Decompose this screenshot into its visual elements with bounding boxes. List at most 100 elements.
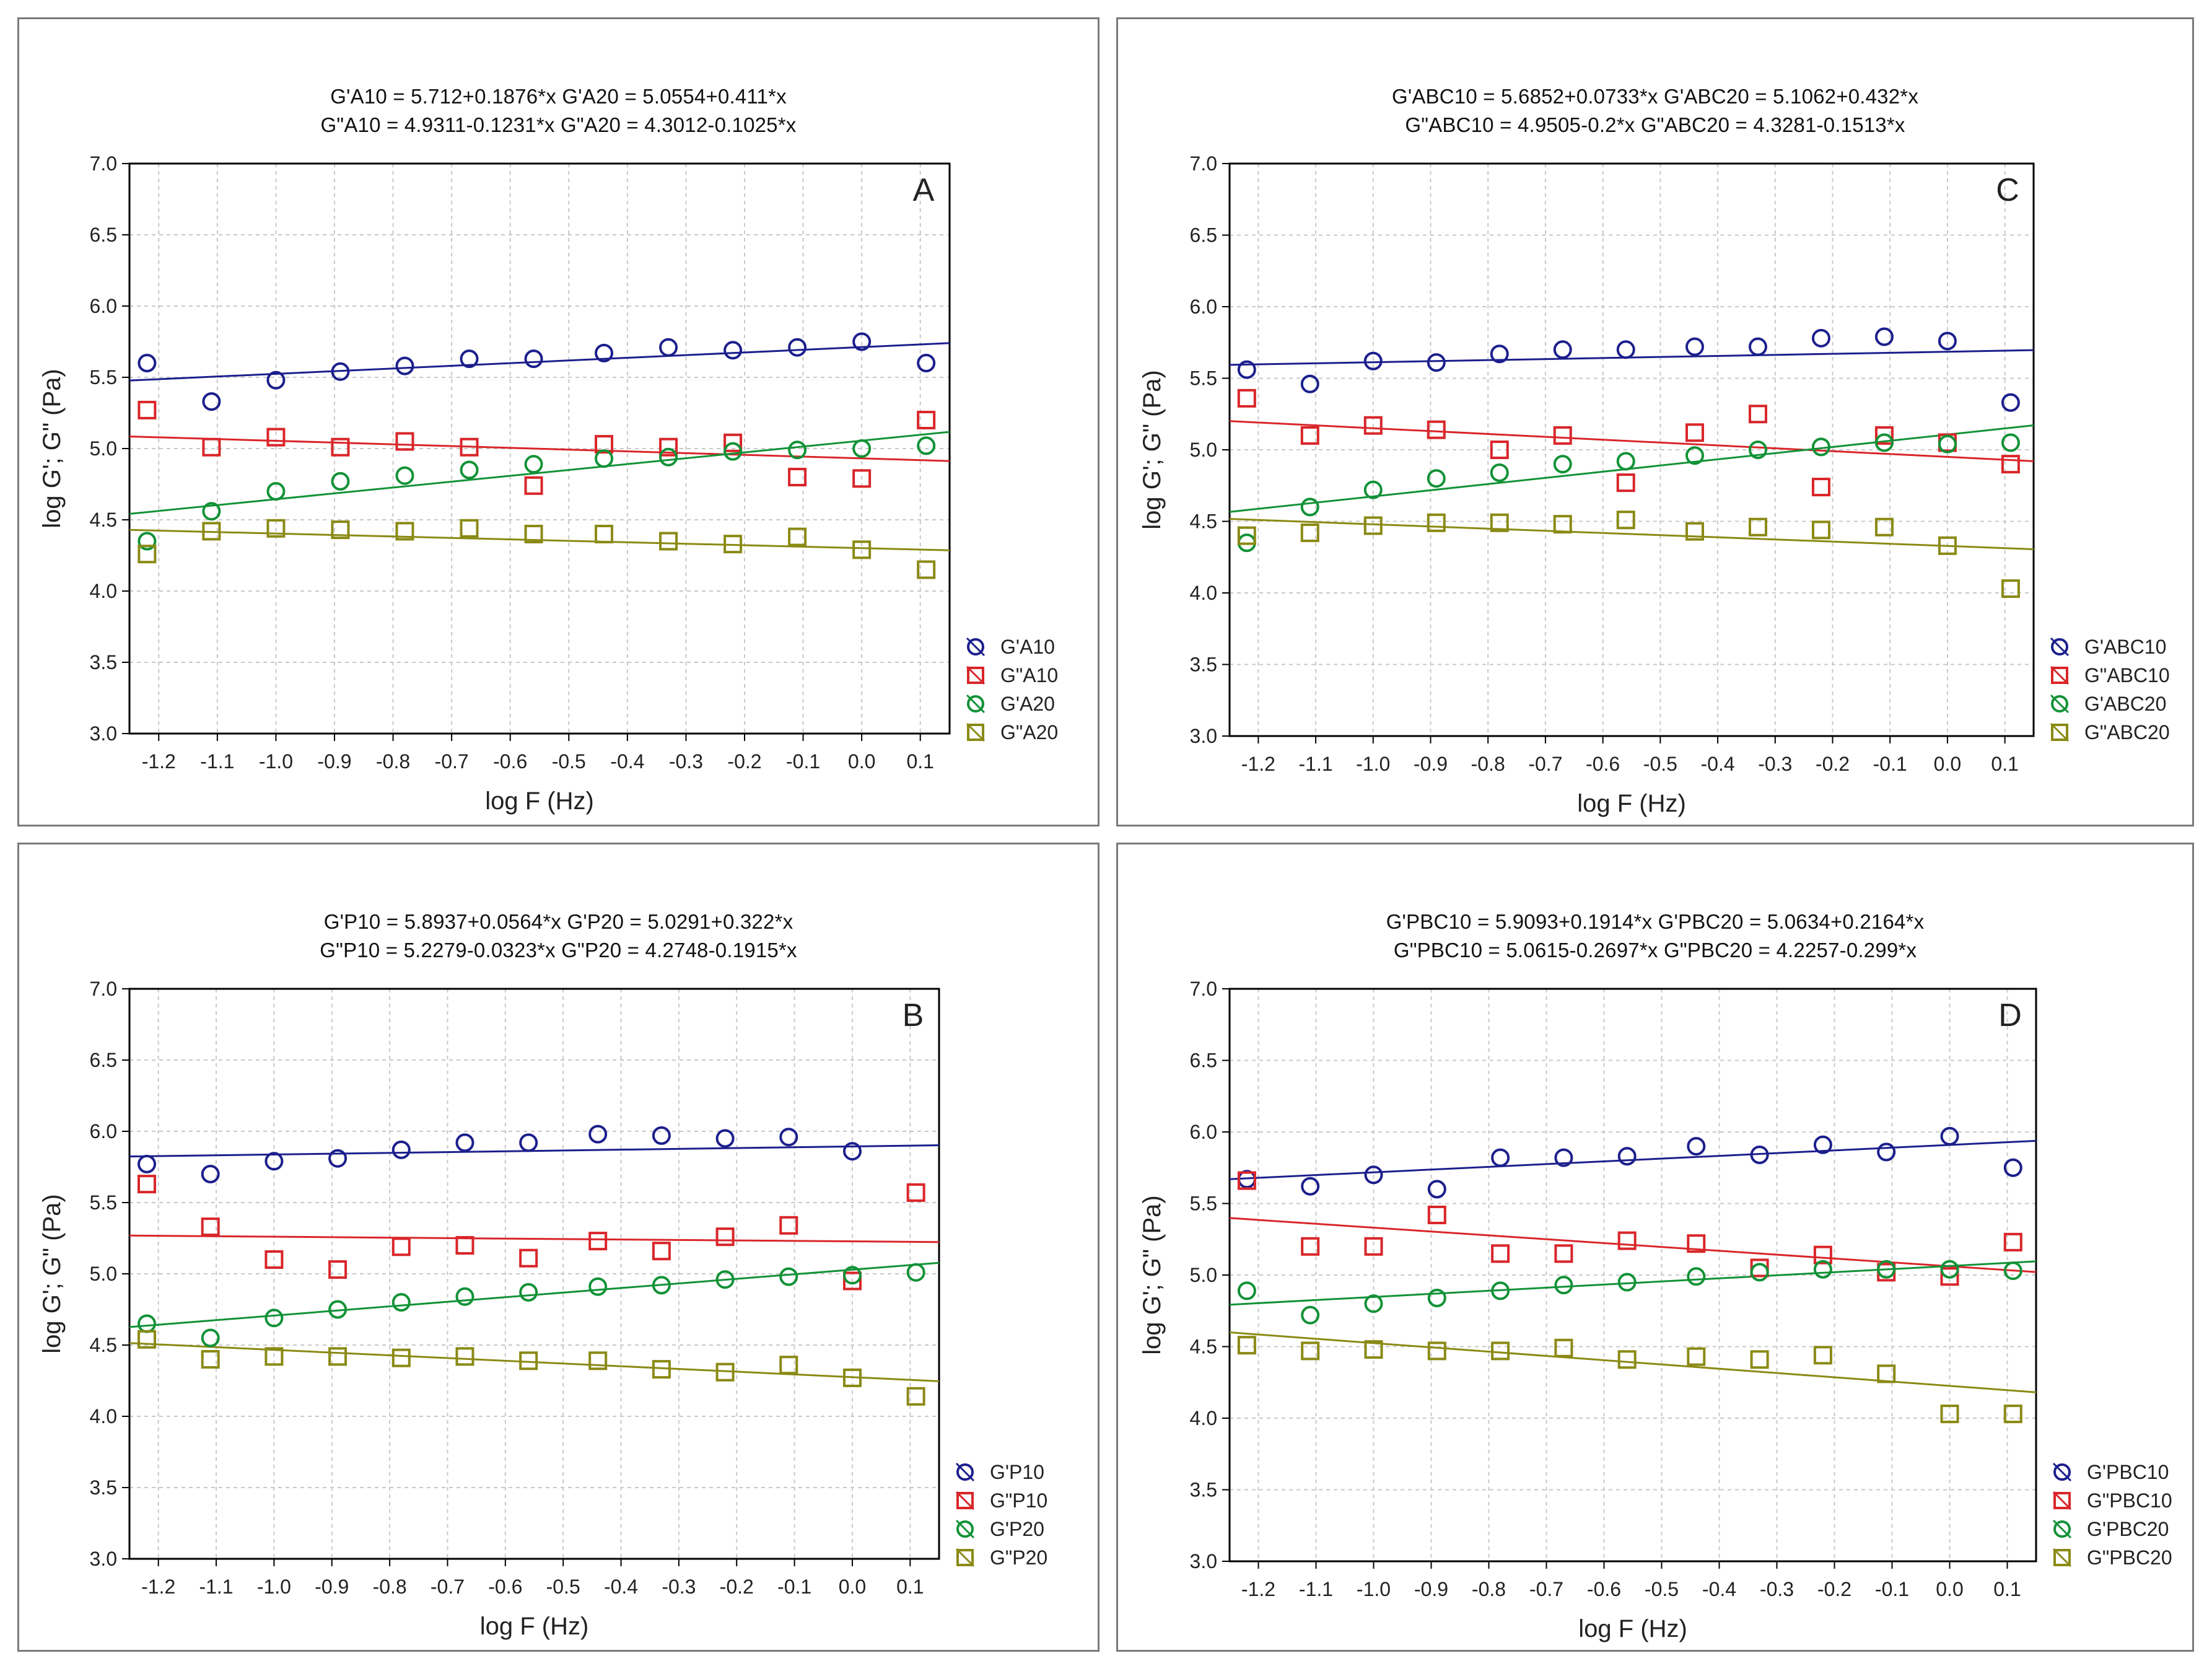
data-point — [723, 535, 743, 554]
data-point — [1811, 437, 1830, 457]
x-tick-label: 0.0 — [1936, 1578, 1963, 1600]
y-tick-label: 4.5 — [90, 1334, 117, 1356]
data-point — [391, 1293, 411, 1312]
x-axis-label: log F (Hz) — [480, 1613, 589, 1640]
data-point — [1300, 523, 1319, 542]
data-point — [524, 476, 543, 495]
x-tick-label: -1.0 — [1356, 753, 1390, 775]
grid — [129, 988, 939, 1559]
x-tick-label: 0.0 — [848, 750, 875, 773]
data-point — [917, 560, 936, 579]
data-point — [138, 532, 157, 551]
legend-marker — [2051, 667, 2068, 684]
chart-D: -1.2 -1.1 -1.0 -0.9 -0.8 -0.7 -0.6 -0.5 -0.4 -0.3… — [1139, 978, 2172, 1642]
data-point — [1427, 353, 1446, 372]
y-tick-label: 5.0 — [90, 1263, 117, 1285]
y-tick-label: 7.0 — [90, 152, 117, 175]
x-tick-label: -1.1 — [199, 1576, 233, 1598]
data-point — [331, 471, 350, 491]
data-point — [715, 1362, 735, 1382]
data-point — [1748, 517, 1767, 537]
y-tick-label: 4.0 — [90, 580, 117, 602]
data-point — [652, 1360, 671, 1379]
fit-line — [129, 435, 950, 462]
data-point — [519, 1351, 538, 1370]
data-point — [1687, 1234, 1706, 1253]
data-point — [202, 522, 221, 541]
data-point — [788, 527, 807, 546]
y-tick-label: 3.5 — [1190, 654, 1217, 676]
data-point — [266, 482, 286, 501]
legend-marker — [967, 667, 984, 684]
data-point — [1938, 331, 1957, 351]
data-point — [595, 343, 614, 362]
data-point — [1685, 446, 1704, 465]
x-tick-label: -0.8 — [373, 1576, 407, 1598]
x-tick-label: -0.2 — [720, 1576, 754, 1598]
x-tick-label: -0.7 — [431, 1576, 465, 1598]
plot-frame — [128, 162, 951, 735]
data-point — [1490, 441, 1509, 459]
data-point — [779, 1216, 798, 1235]
legend-marker — [967, 638, 984, 655]
data-point — [906, 1263, 925, 1282]
data-point — [138, 1175, 157, 1194]
data-point — [1554, 1276, 1573, 1295]
data-point — [1874, 327, 1894, 346]
data-point — [1490, 344, 1509, 364]
data-point — [455, 1287, 474, 1306]
data-point — [917, 354, 936, 372]
legend-line — [2052, 1548, 2072, 1567]
data-point — [395, 466, 414, 485]
data-point — [395, 432, 414, 451]
data-point — [659, 437, 678, 457]
x-tick-label: -0.8 — [1471, 753, 1505, 775]
equation-line-2: G"PBC10 = 5.0615-0.2697*x G"PBC20 = 4.22… — [1393, 939, 1917, 962]
data-point — [266, 519, 286, 538]
data-point — [723, 433, 743, 452]
x-tick-label: -0.8 — [1472, 1578, 1506, 1600]
legend: G'P10 G"P10 G'P20 G"P20 — [955, 1461, 1047, 1569]
data-point — [1301, 1341, 1320, 1361]
data-point — [779, 1267, 798, 1286]
data-point — [138, 1154, 157, 1173]
x-tick-label: 0.1 — [1991, 753, 2018, 775]
data-point — [1237, 388, 1256, 408]
data-point — [1237, 1281, 1256, 1300]
data-point — [1874, 433, 1894, 452]
data-point — [1811, 478, 1830, 497]
x-tick-label: -0.5 — [552, 750, 586, 773]
x-tick-label: -0.6 — [488, 1576, 522, 1598]
data-point — [588, 1277, 608, 1296]
legend-label: G'A20 — [1000, 693, 1055, 715]
data-point — [1554, 1244, 1573, 1263]
data-point — [1237, 1336, 1256, 1355]
x-tick-label: 0.0 — [839, 1576, 866, 1598]
y-tick-label: 4.0 — [1190, 1407, 1217, 1429]
legend-label: G'PBC10 — [2087, 1461, 2169, 1483]
data-point — [852, 439, 872, 458]
data-point — [1553, 455, 1572, 474]
x-axis-label: log F (Hz) — [1577, 790, 1686, 817]
x-tick-label: -0.2 — [1816, 753, 1850, 775]
data-point — [723, 442, 743, 461]
data-point — [1877, 1260, 1896, 1279]
data-point — [1363, 480, 1383, 499]
data-point — [1300, 426, 1319, 445]
equation-line-1: G'PBC10 = 5.9093+0.1914*x G'PBC20 = 5.06… — [1386, 910, 1925, 933]
series-points — [1237, 433, 2020, 553]
data-point — [1748, 405, 1767, 424]
data-point — [2003, 1405, 2022, 1424]
x-tick-label: -0.7 — [435, 750, 469, 773]
legend-line — [966, 665, 986, 685]
data-point — [1301, 1177, 1320, 1196]
x-tick-label: -0.1 — [777, 1576, 811, 1598]
data-point — [1938, 434, 1957, 454]
equation-line-1: G'ABC10 = 5.6852+0.0733*x G'ABC20 = 5.10… — [1391, 85, 1919, 108]
data-point — [842, 1266, 862, 1285]
data-point — [138, 1314, 157, 1333]
data-point — [1874, 426, 1894, 445]
legend-marker — [2051, 695, 2068, 712]
x-tick-label: -1.1 — [1299, 753, 1333, 775]
data-point — [659, 447, 678, 467]
